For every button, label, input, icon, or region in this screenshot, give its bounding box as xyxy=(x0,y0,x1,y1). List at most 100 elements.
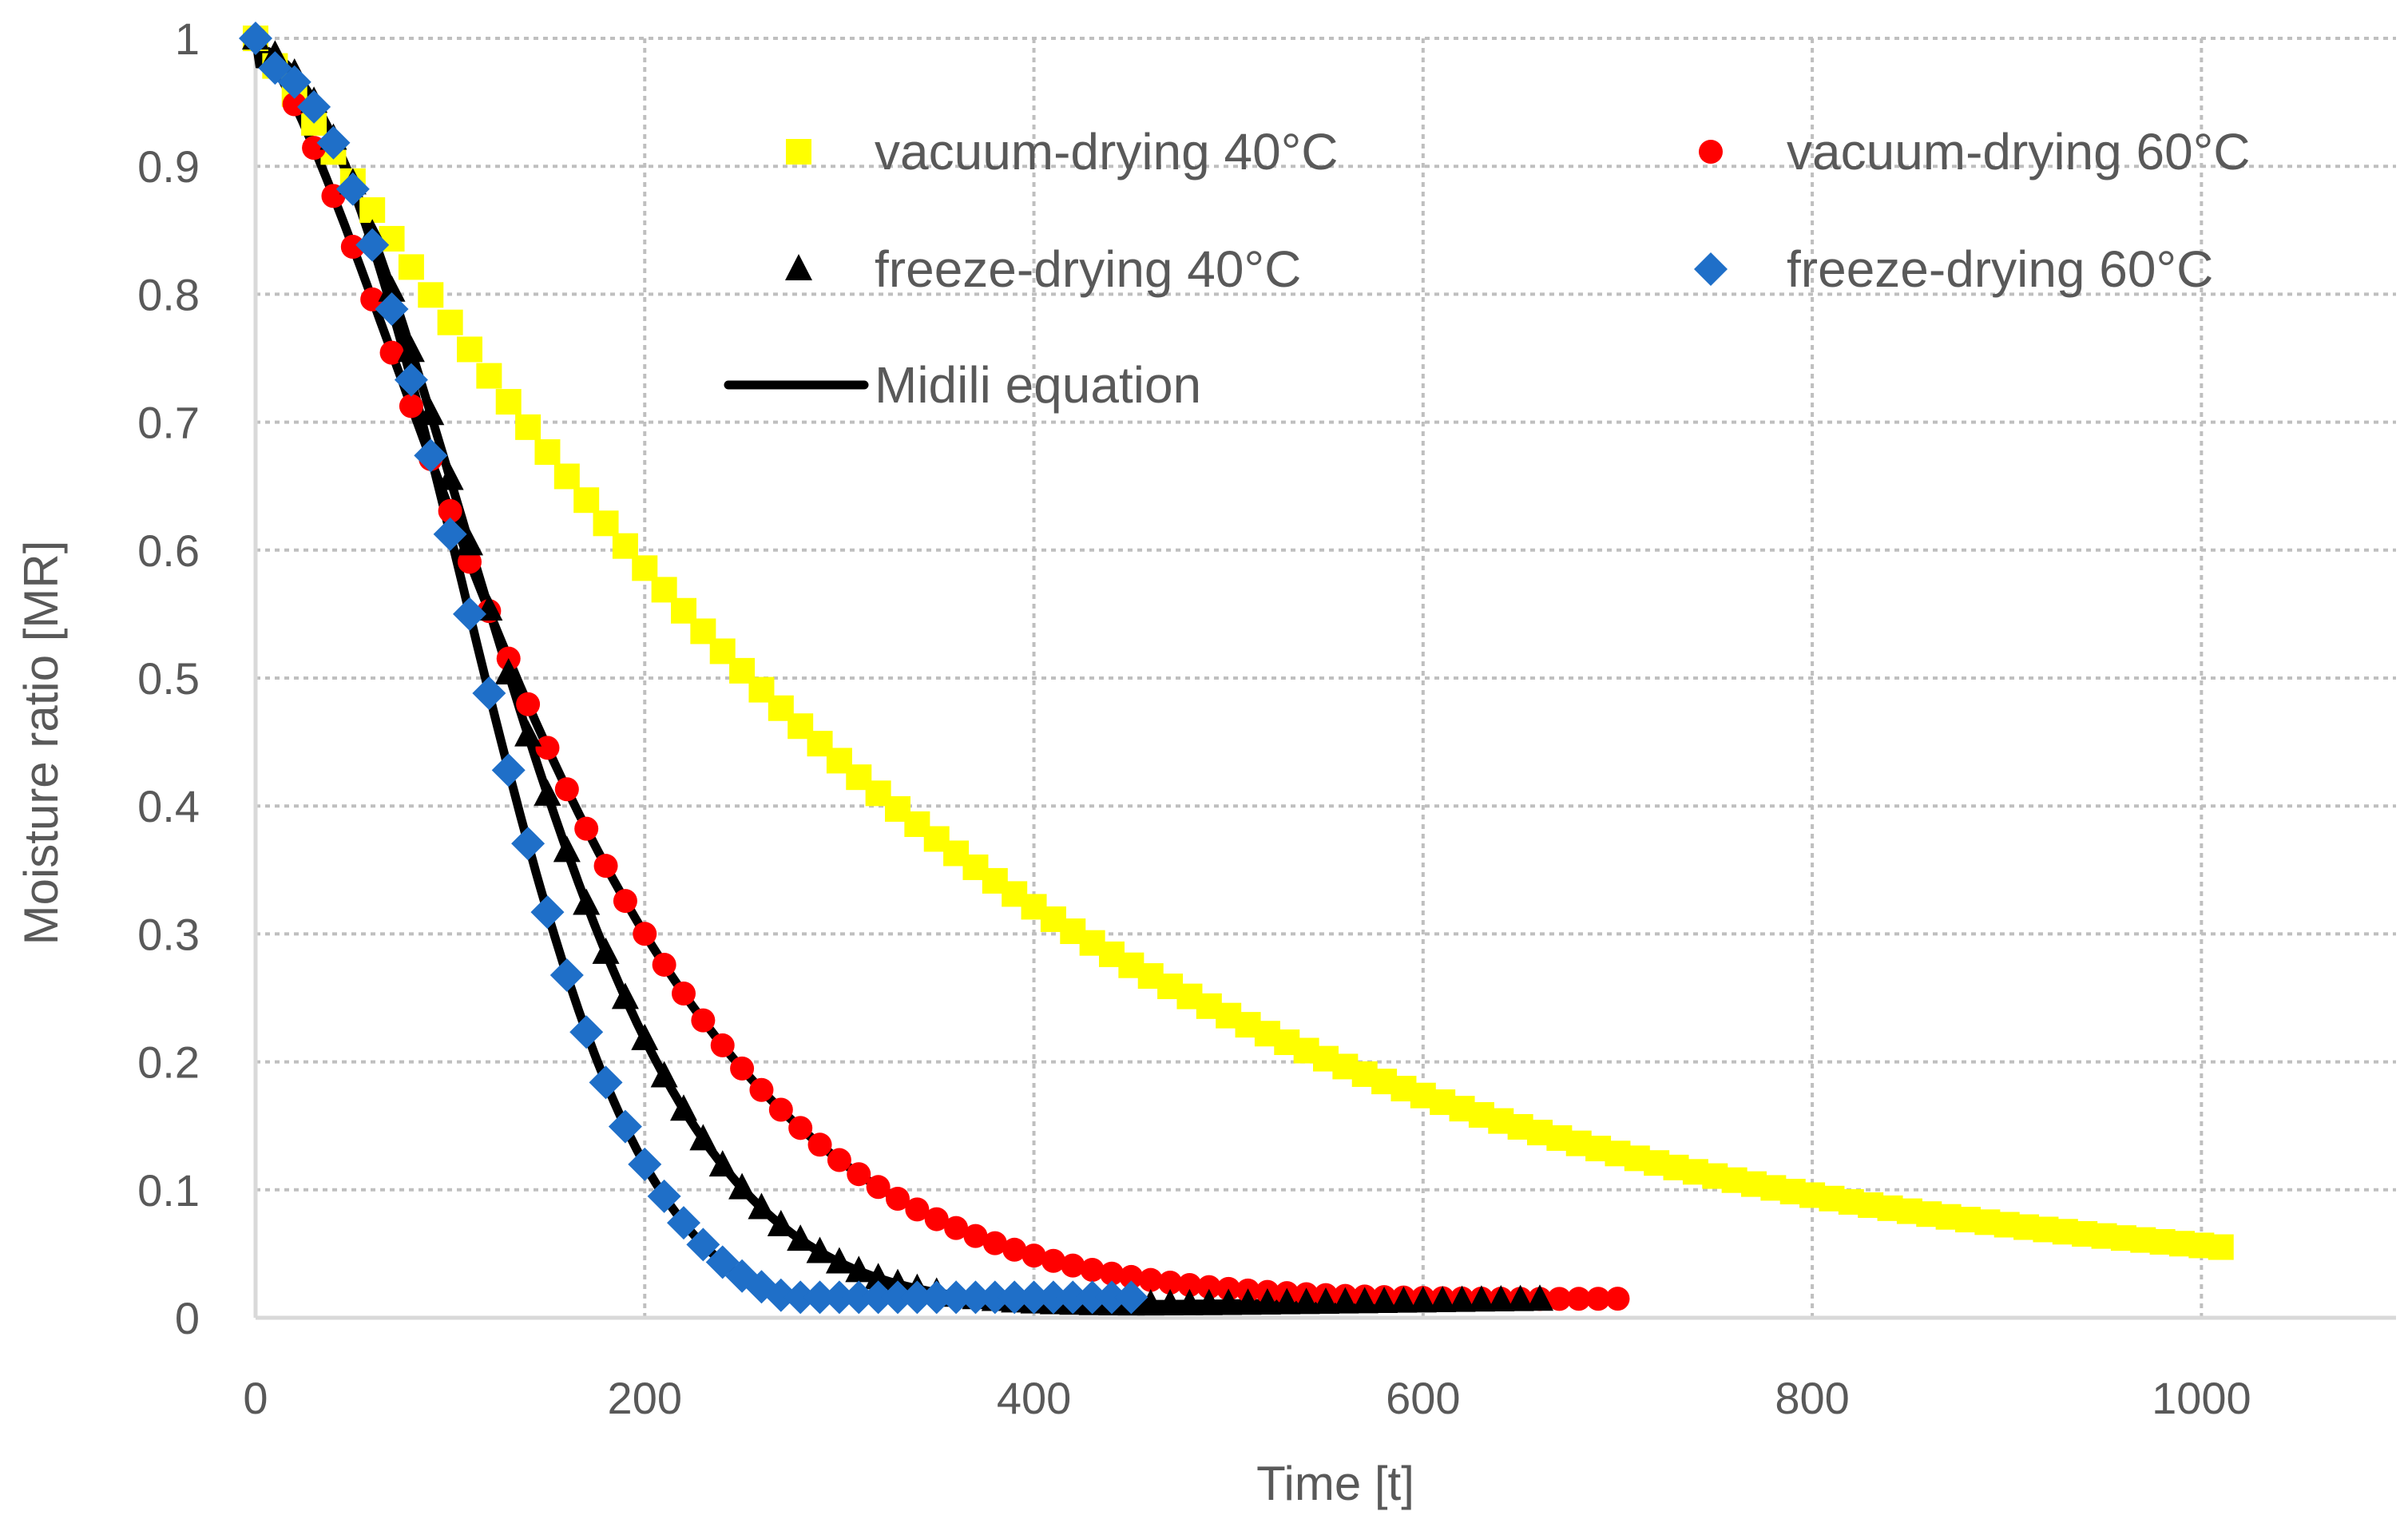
data-point xyxy=(573,888,601,915)
data-point xyxy=(652,952,676,977)
y-tick-label: 0.4 xyxy=(137,781,200,831)
data-point xyxy=(589,1065,623,1100)
data-point xyxy=(628,1147,662,1181)
data-point xyxy=(650,1061,678,1088)
series-square xyxy=(243,26,2234,1260)
series-diamond xyxy=(239,22,1148,1315)
data-point xyxy=(748,1192,776,1220)
legend-label: freeze-drying 40°C xyxy=(875,240,1301,298)
y-tick-label: 0.9 xyxy=(137,141,200,192)
data-point xyxy=(436,463,464,490)
data-point xyxy=(998,1280,1032,1315)
legend-swatch-triangle xyxy=(785,254,812,280)
data-point xyxy=(472,676,506,711)
data-point xyxy=(924,1207,949,1232)
data-point xyxy=(670,1094,697,1121)
data-point xyxy=(514,720,542,747)
data-point xyxy=(710,1033,735,1057)
legend-label: vacuum-drying 60°C xyxy=(1787,123,2251,180)
data-point xyxy=(437,309,463,335)
x-axis-title: Time [t] xyxy=(1256,1457,1414,1510)
data-point xyxy=(1253,1287,1281,1315)
data-point xyxy=(612,533,638,559)
legend-item: Midili equation xyxy=(724,356,1201,414)
data-point xyxy=(360,287,385,311)
legend-item: freeze-drying 40°C xyxy=(785,240,1301,298)
legend-swatch-diamond xyxy=(1694,252,1728,286)
data-point xyxy=(316,125,351,160)
data-point xyxy=(1331,1287,1359,1314)
data-point xyxy=(335,172,370,206)
data-point xyxy=(569,1015,604,1049)
x-tick-label: 800 xyxy=(1775,1373,1849,1423)
data-point xyxy=(1215,1288,1243,1315)
midili-fit-curve-circle xyxy=(251,34,1622,1303)
x-tick-label: 600 xyxy=(1386,1373,1460,1423)
data-point xyxy=(553,463,580,490)
data-point xyxy=(1041,1248,1065,1273)
data-point xyxy=(1095,1280,1129,1315)
data-point xyxy=(768,1097,793,1122)
data-point xyxy=(944,1216,969,1240)
x-tick-label: 400 xyxy=(997,1373,1071,1423)
data-point xyxy=(530,895,565,930)
legend-item: vacuum-drying 60°C xyxy=(1699,123,2251,180)
data-point xyxy=(397,335,425,363)
data-point xyxy=(340,235,365,260)
data-point xyxy=(453,597,486,631)
data-point xyxy=(764,1278,798,1312)
legend-label: Midili equation xyxy=(875,356,1201,414)
data-point xyxy=(1467,1285,1495,1312)
y-tick-label: 0.8 xyxy=(137,269,200,319)
data-point xyxy=(1429,1285,1457,1312)
data-point xyxy=(534,439,561,466)
data-point xyxy=(939,1280,974,1315)
data-point xyxy=(516,692,541,716)
data-point xyxy=(825,1247,853,1274)
data-point xyxy=(297,89,331,124)
y-tick-label: 0.5 xyxy=(137,653,200,704)
y-tick-label: 0.7 xyxy=(137,398,200,448)
legend-item: freeze-drying 60°C xyxy=(1694,240,2213,298)
data-point xyxy=(494,657,522,684)
data-point xyxy=(613,889,637,914)
data-point xyxy=(417,399,445,426)
y-tick-label: 0.1 xyxy=(137,1165,200,1216)
data-point xyxy=(788,1116,813,1140)
data-point xyxy=(787,1224,815,1251)
data-point xyxy=(806,1236,834,1263)
data-point xyxy=(277,65,311,99)
data-point xyxy=(919,1280,954,1315)
data-point xyxy=(1156,1289,1184,1316)
data-point xyxy=(667,1206,700,1240)
data-point xyxy=(1075,1280,1109,1315)
data-point xyxy=(1351,1287,1379,1314)
data-point xyxy=(378,275,406,302)
data-point xyxy=(355,228,390,262)
data-point xyxy=(1114,1280,1148,1315)
data-point xyxy=(963,1224,988,1248)
data-point xyxy=(515,414,542,440)
x-tick-label: 0 xyxy=(243,1373,268,1423)
y-tick-label: 0 xyxy=(175,1293,200,1343)
tick-labels: 0 0.1 0.2 0.3 0.4 0.5 0.6 0.7 0.8 0.9 1 0 200 400 600 8… xyxy=(137,14,2251,1423)
y-tick-label: 1 xyxy=(175,14,200,64)
data-point xyxy=(511,827,545,861)
data-point xyxy=(1177,1272,1202,1297)
data-point xyxy=(476,363,502,389)
legend-label: vacuum-drying 40°C xyxy=(875,123,1339,180)
data-point xyxy=(822,1280,856,1315)
series-triangle xyxy=(242,23,1553,1316)
data-point xyxy=(2208,1234,2234,1260)
data-point xyxy=(686,1228,720,1262)
data-point xyxy=(847,1162,871,1187)
data-point xyxy=(1002,1237,1027,1262)
data-point xyxy=(611,982,639,1009)
data-point xyxy=(881,1280,914,1315)
data-point xyxy=(593,510,619,537)
data-point xyxy=(549,958,584,993)
legend: vacuum-drying 40°C vacuum-drying 60°C free… xyxy=(724,123,2251,414)
data-point xyxy=(905,1197,930,1222)
data-point xyxy=(1080,1257,1105,1282)
